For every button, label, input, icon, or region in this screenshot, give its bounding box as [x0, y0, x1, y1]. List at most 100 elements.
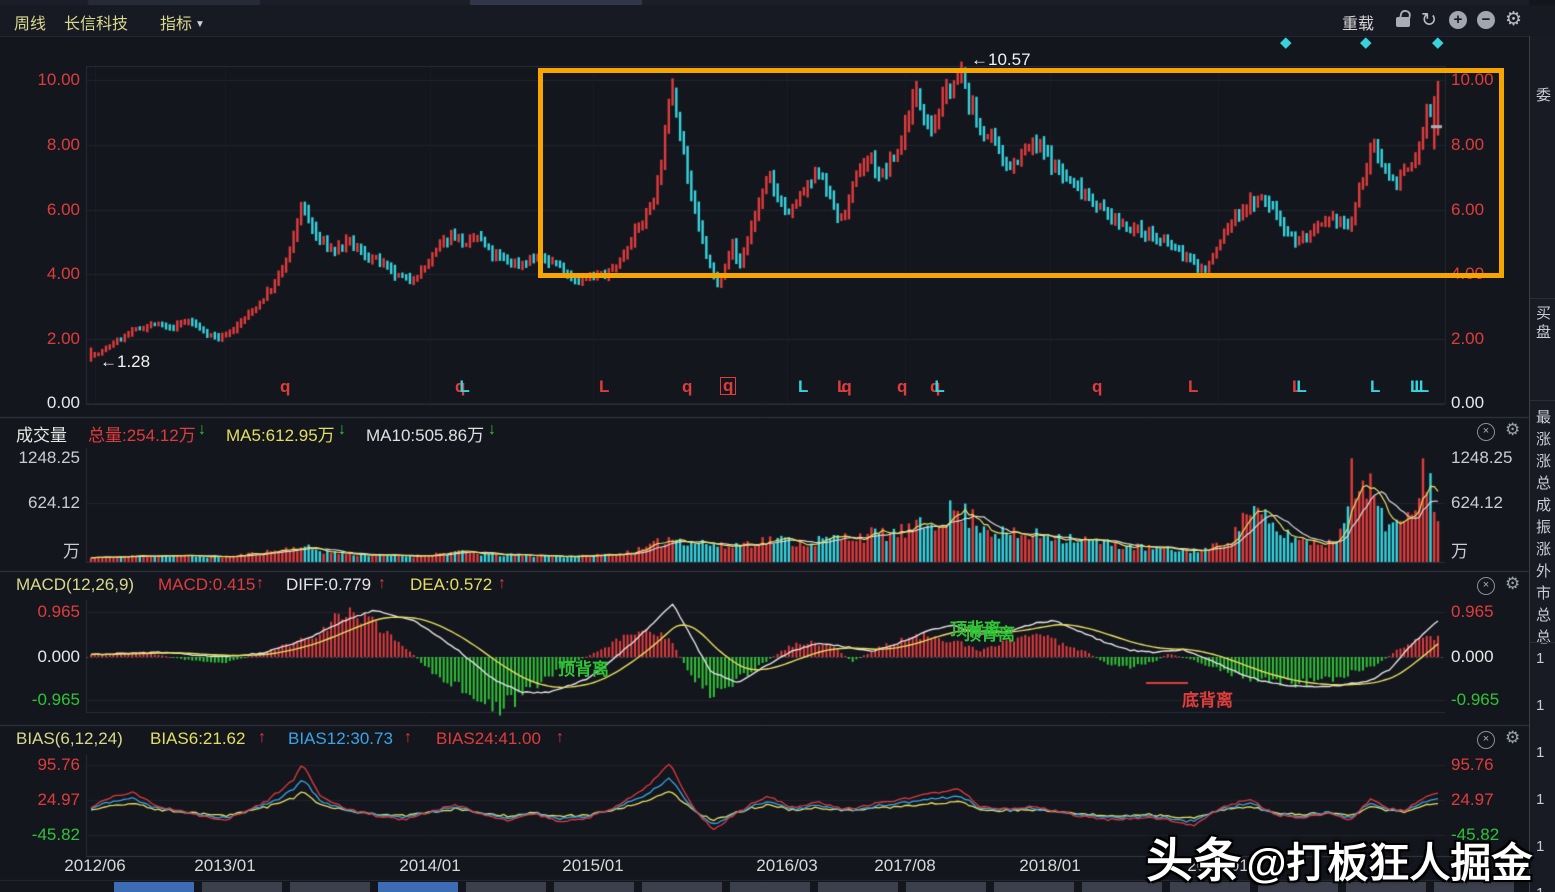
indicator-label: 指标 — [160, 16, 193, 33]
flag-char: q — [930, 377, 941, 396]
flag-char: L — [837, 377, 848, 396]
volume-title: 成交量 — [16, 426, 67, 445]
nav-segment[interactable] — [1434, 882, 1514, 892]
event-flag[interactable]: L — [599, 377, 609, 397]
refresh-icon[interactable]: ↻ — [1421, 10, 1437, 31]
nav-segment[interactable] — [818, 882, 898, 892]
flag-char: L — [1188, 377, 1199, 396]
nav-segment[interactable] — [1082, 882, 1162, 892]
nav-segment[interactable] — [378, 882, 458, 892]
event-flag[interactable]: q — [897, 377, 907, 397]
event-flag[interactable]: Lq — [837, 377, 852, 397]
event-flag[interactable]: L — [1370, 377, 1380, 397]
flag-char: q — [682, 377, 693, 396]
unlock-icon[interactable] — [1396, 17, 1410, 27]
diamond-marker[interactable]: ◆ — [1280, 34, 1292, 51]
bias-panel-header: BIAS(6,12,24) BIAS6:21.62 ↑ BIAS12:30.73… — [0, 727, 1528, 753]
flag-char: q — [280, 377, 291, 396]
sidebar-label: 涨 — [1536, 431, 1552, 448]
watermark-handle: @打板狂人掘金 — [1246, 840, 1533, 886]
volume-ma10: MA10:505.86万 — [366, 426, 485, 445]
event-flag[interactable]: q — [720, 376, 737, 395]
nav-segment[interactable] — [466, 882, 546, 892]
watermark: 头条 @打板狂人掘金 — [1146, 822, 1532, 891]
nav-segment[interactable] — [906, 882, 986, 892]
sidebar-label: 1 — [1536, 791, 1545, 808]
down-arrow-icon: ↓ — [198, 421, 206, 438]
flag-char: L — [798, 377, 809, 396]
flag-char: L — [599, 377, 610, 396]
dea-value: DEA:0.572 — [410, 575, 493, 594]
panel-settings-icon[interactable]: ⚙ — [1505, 420, 1521, 439]
panel-settings-icon[interactable]: ⚙ — [1505, 574, 1521, 593]
nav-segment[interactable] — [1346, 882, 1426, 892]
event-flag[interactable]: LL — [1292, 377, 1307, 397]
event-flag[interactable]: q — [682, 377, 692, 397]
close-panel-button[interactable]: × — [1477, 731, 1495, 749]
up-arrow-icon: ↑ — [378, 575, 386, 592]
nav-segment[interactable] — [114, 882, 194, 892]
close-panel-button[interactable]: × — [1477, 423, 1495, 441]
nav-segment[interactable] — [1258, 882, 1338, 892]
flag-char: L — [1296, 377, 1307, 396]
toolbar: 周线 长信科技 指标 ▼ 重载 ↻ + − ⚙ — [0, 5, 1555, 37]
event-flag[interactable]: L — [1188, 377, 1198, 397]
reload-button[interactable]: 重载 — [1342, 16, 1375, 33]
stock-name-tab[interactable]: 长信科技 — [64, 16, 129, 33]
flag-char: q — [897, 377, 908, 396]
panel-settings-icon[interactable]: ⚙ — [1505, 728, 1521, 747]
diamond-marker[interactable]: ◆ — [1360, 34, 1372, 51]
sidebar-label: 成 — [1536, 497, 1552, 514]
sidebar-label: 振 — [1536, 519, 1552, 536]
bias12-value: BIAS12:30.73 — [288, 729, 393, 748]
nav-segment[interactable] — [290, 882, 370, 892]
flag-char: L — [934, 377, 945, 396]
sidebar-label: 1 — [1536, 650, 1545, 667]
sidebar-label: 1 — [1536, 697, 1545, 714]
nav-segment[interactable] — [994, 882, 1074, 892]
sidebar-label: 总 — [1536, 607, 1552, 624]
sidebar-label: 盘 — [1536, 324, 1552, 341]
indicator-menu[interactable]: 指标 ▼ — [160, 10, 205, 34]
volume-total: 总量:254.12万 — [88, 426, 196, 445]
flag-char: q — [723, 376, 734, 395]
watermark-brand: 头条 — [1146, 834, 1242, 887]
sidebar-label: 1 — [1536, 744, 1545, 761]
event-flag[interactable]: qL — [455, 377, 470, 397]
up-arrow-icon: ↑ — [498, 575, 506, 592]
macd-panel-header: MACD(12,26,9) MACD:0.415 ↑ DIFF:0.779 ↑ … — [0, 573, 1528, 599]
sidebar-label: 外 — [1536, 563, 1552, 580]
nav-segment[interactable] — [730, 882, 810, 892]
bias24-value: BIAS24:41.00 — [436, 729, 541, 748]
down-arrow-icon: ↓ — [338, 421, 346, 438]
down-arrow-icon: ↓ — [488, 421, 496, 438]
nav-segment[interactable] — [202, 882, 282, 892]
event-flag[interactable]: q — [1092, 377, 1102, 397]
nav-segment[interactable] — [1170, 882, 1250, 892]
nav-segment[interactable] — [554, 882, 634, 892]
event-flag[interactable]: qL — [930, 377, 945, 397]
period-tab[interactable]: 周线 — [14, 16, 47, 33]
settings-icon[interactable]: ⚙ — [1505, 9, 1523, 30]
zoom-in-button[interactable]: + — [1449, 11, 1467, 29]
flag-char: L — [1410, 377, 1421, 396]
close-panel-button[interactable]: × — [1477, 577, 1495, 595]
flag-char: L — [459, 377, 470, 396]
event-flag[interactable]: L — [798, 377, 808, 397]
diamond-marker[interactable]: ◆ — [1432, 34, 1444, 51]
sidebar-label: 最 — [1536, 409, 1552, 426]
sidebar-label: 市 — [1536, 585, 1552, 602]
volume-ma5: MA5:612.95万 — [226, 426, 335, 445]
diff-value: DIFF:0.779 — [286, 575, 372, 594]
event-flag[interactable]: q — [280, 377, 290, 397]
sidebar-label: 委 — [1536, 87, 1552, 104]
flag-char: q — [455, 377, 466, 396]
flag-char: L — [1370, 377, 1381, 396]
nav-segment[interactable] — [642, 882, 722, 892]
up-arrow-icon: ↑ — [404, 729, 412, 746]
event-flag[interactable]: LLL — [1410, 377, 1429, 397]
zoom-out-button[interactable]: − — [1477, 11, 1495, 29]
flag-char: q — [1092, 377, 1103, 396]
